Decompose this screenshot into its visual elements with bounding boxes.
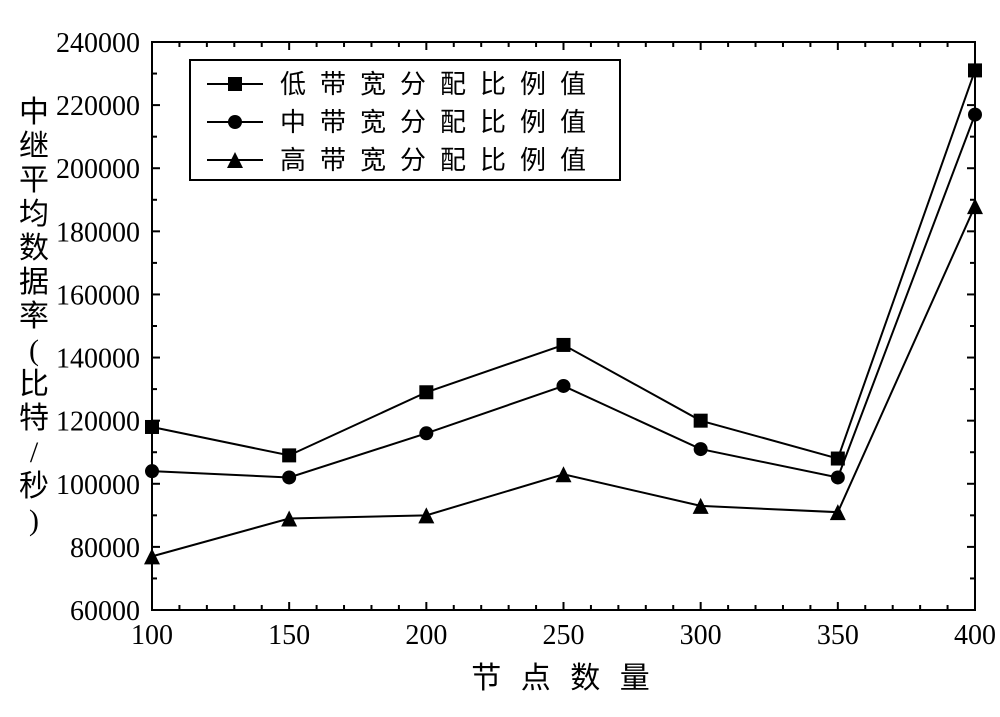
y-tick-label: 180000 bbox=[56, 217, 140, 248]
marker-square bbox=[228, 77, 242, 91]
svg-text:平: 平 bbox=[19, 164, 49, 197]
marker-square bbox=[557, 338, 571, 352]
marker-circle bbox=[228, 115, 242, 129]
legend: 低带宽分配比例值中带宽分配比例值高带宽分配比例值 bbox=[190, 60, 620, 180]
y-tick-label: 80000 bbox=[70, 533, 140, 564]
marker-square bbox=[694, 414, 708, 428]
svg-text:): ) bbox=[29, 504, 39, 537]
marker-circle bbox=[694, 442, 708, 456]
svg-text:特: 特 bbox=[19, 402, 49, 435]
line-chart: 1001502002503003504006000080000100000120… bbox=[0, 0, 1000, 717]
x-axis-label: 节 点 数 量 bbox=[471, 662, 656, 695]
y-tick-label: 220000 bbox=[56, 91, 140, 122]
y-tick-label: 120000 bbox=[56, 407, 140, 438]
marker-square bbox=[968, 63, 982, 77]
svg-text:/: / bbox=[30, 436, 39, 469]
x-tick-label: 200 bbox=[405, 620, 447, 651]
marker-circle bbox=[282, 470, 296, 484]
marker-circle bbox=[419, 426, 433, 440]
chart-container: 1001502002503003504006000080000100000120… bbox=[0, 0, 1000, 717]
y-tick-label: 240000 bbox=[56, 28, 140, 59]
x-tick-label: 150 bbox=[268, 620, 310, 651]
marker-circle bbox=[557, 379, 571, 393]
marker-square bbox=[145, 420, 159, 434]
marker-triangle bbox=[967, 198, 983, 214]
marker-circle bbox=[968, 108, 982, 122]
marker-circle bbox=[145, 464, 159, 478]
svg-text:比: 比 bbox=[19, 368, 49, 401]
marker-square bbox=[419, 385, 433, 399]
y-tick-label: 200000 bbox=[56, 154, 140, 185]
svg-text:中: 中 bbox=[19, 96, 49, 129]
x-tick-label: 250 bbox=[543, 620, 585, 651]
x-tick-label: 400 bbox=[954, 620, 996, 651]
y-tick-label: 100000 bbox=[56, 470, 140, 501]
svg-text:继: 继 bbox=[19, 130, 49, 163]
svg-text:数: 数 bbox=[19, 232, 49, 265]
svg-text:据: 据 bbox=[19, 266, 49, 299]
svg-text:均: 均 bbox=[19, 198, 49, 231]
x-tick-label: 300 bbox=[680, 620, 722, 651]
y-axis-label: 中继平均数据率(比特/秒) bbox=[19, 96, 49, 537]
svg-text:率: 率 bbox=[19, 300, 49, 333]
marker-circle bbox=[831, 470, 845, 484]
y-tick-label: 160000 bbox=[56, 280, 140, 311]
marker-square bbox=[282, 448, 296, 462]
legend-label: 低带宽分配比例值 bbox=[280, 70, 600, 99]
legend-label: 中带宽分配比例值 bbox=[280, 108, 600, 137]
legend-label: 高带宽分配比例值 bbox=[280, 146, 600, 175]
svg-text:秒: 秒 bbox=[19, 470, 49, 503]
x-tick-label: 350 bbox=[817, 620, 859, 651]
svg-text:(: ( bbox=[29, 334, 39, 367]
marker-triangle bbox=[556, 466, 572, 482]
y-tick-label: 140000 bbox=[56, 344, 140, 375]
y-tick-label: 60000 bbox=[70, 596, 140, 627]
marker-triangle bbox=[144, 548, 160, 564]
